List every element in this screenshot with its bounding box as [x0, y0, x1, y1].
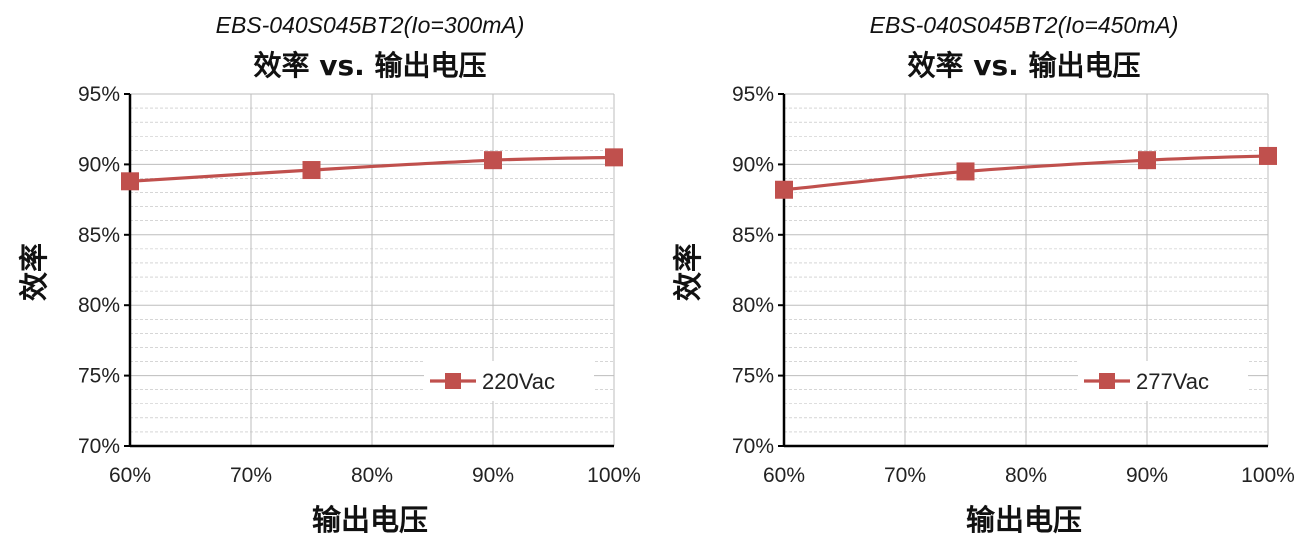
y-tick-label: 90% — [78, 153, 120, 176]
legend-marker — [1099, 373, 1115, 389]
y-tick-label: 90% — [732, 153, 774, 176]
y-tick-label: 75% — [78, 365, 120, 388]
data-point-marker — [484, 151, 502, 170]
data-point-marker — [302, 161, 321, 180]
data-point-marker — [1259, 146, 1277, 165]
y-tick-label: 85% — [78, 224, 120, 247]
legend-marker — [445, 373, 461, 389]
data-point-marker — [1138, 151, 1156, 170]
x-axis-title: 输出电压 — [312, 503, 428, 537]
y-tick-label: 70% — [732, 435, 774, 458]
x-tick-label: 80% — [351, 464, 393, 487]
x-axis-title: 输出电压 — [966, 503, 1082, 537]
efficiency-chart-300ma: EBS-040S045BT2(Io=300mA) 效率 vs. 输出电压 70% 75… — [0, 0, 654, 538]
y-axis-title: 效率 — [671, 243, 705, 301]
chart-svg: EBS-040S045BT2(Io=450mA) 效率 vs. 输出电压 70% 75… — [671, 12, 1295, 537]
x-tick-label: 60% — [109, 464, 151, 487]
x-tick-label: 60% — [763, 464, 805, 487]
chart-title: 效率 vs. 输出电压 — [907, 49, 1140, 82]
y-axis-title: 效率 — [17, 243, 51, 301]
x-tick-label: 100% — [1241, 464, 1295, 487]
x-tick-label: 70% — [230, 464, 272, 487]
x-tick-label: 90% — [472, 464, 514, 487]
data-point-marker — [605, 148, 623, 167]
chart-subtitle: EBS-040S045BT2(Io=450mA) — [870, 12, 1179, 38]
series-line — [783, 154, 1269, 192]
y-tick-label: 95% — [78, 83, 120, 106]
x-tick-label: 100% — [587, 464, 641, 487]
y-tick-label: 80% — [732, 294, 774, 317]
data-point-marker — [775, 180, 793, 199]
x-tick-label: 90% — [1126, 464, 1168, 487]
y-tick-label: 80% — [78, 294, 120, 317]
series-line — [129, 155, 615, 183]
x-tick-label: 80% — [1005, 464, 1047, 487]
y-tick-label: 95% — [732, 83, 774, 106]
data-point-marker — [956, 162, 975, 181]
efficiency-chart-450ma: EBS-040S045BT2(Io=450mA) 效率 vs. 输出电压 70% 75… — [654, 0, 1308, 538]
legend-label: 220Vac — [482, 369, 555, 394]
data-point-marker — [121, 172, 139, 191]
x-tick-label: 70% — [884, 464, 926, 487]
legend-label: 277Vac — [1136, 369, 1209, 394]
y-tick-label: 70% — [78, 435, 120, 458]
y-tick-label: 85% — [732, 224, 774, 247]
chart-svg: EBS-040S045BT2(Io=300mA) 效率 vs. 输出电压 70% 75… — [17, 12, 641, 537]
chart-subtitle: EBS-040S045BT2(Io=300mA) — [216, 12, 525, 38]
chart-title: 效率 vs. 输出电压 — [253, 49, 486, 82]
y-tick-label: 75% — [732, 365, 774, 388]
